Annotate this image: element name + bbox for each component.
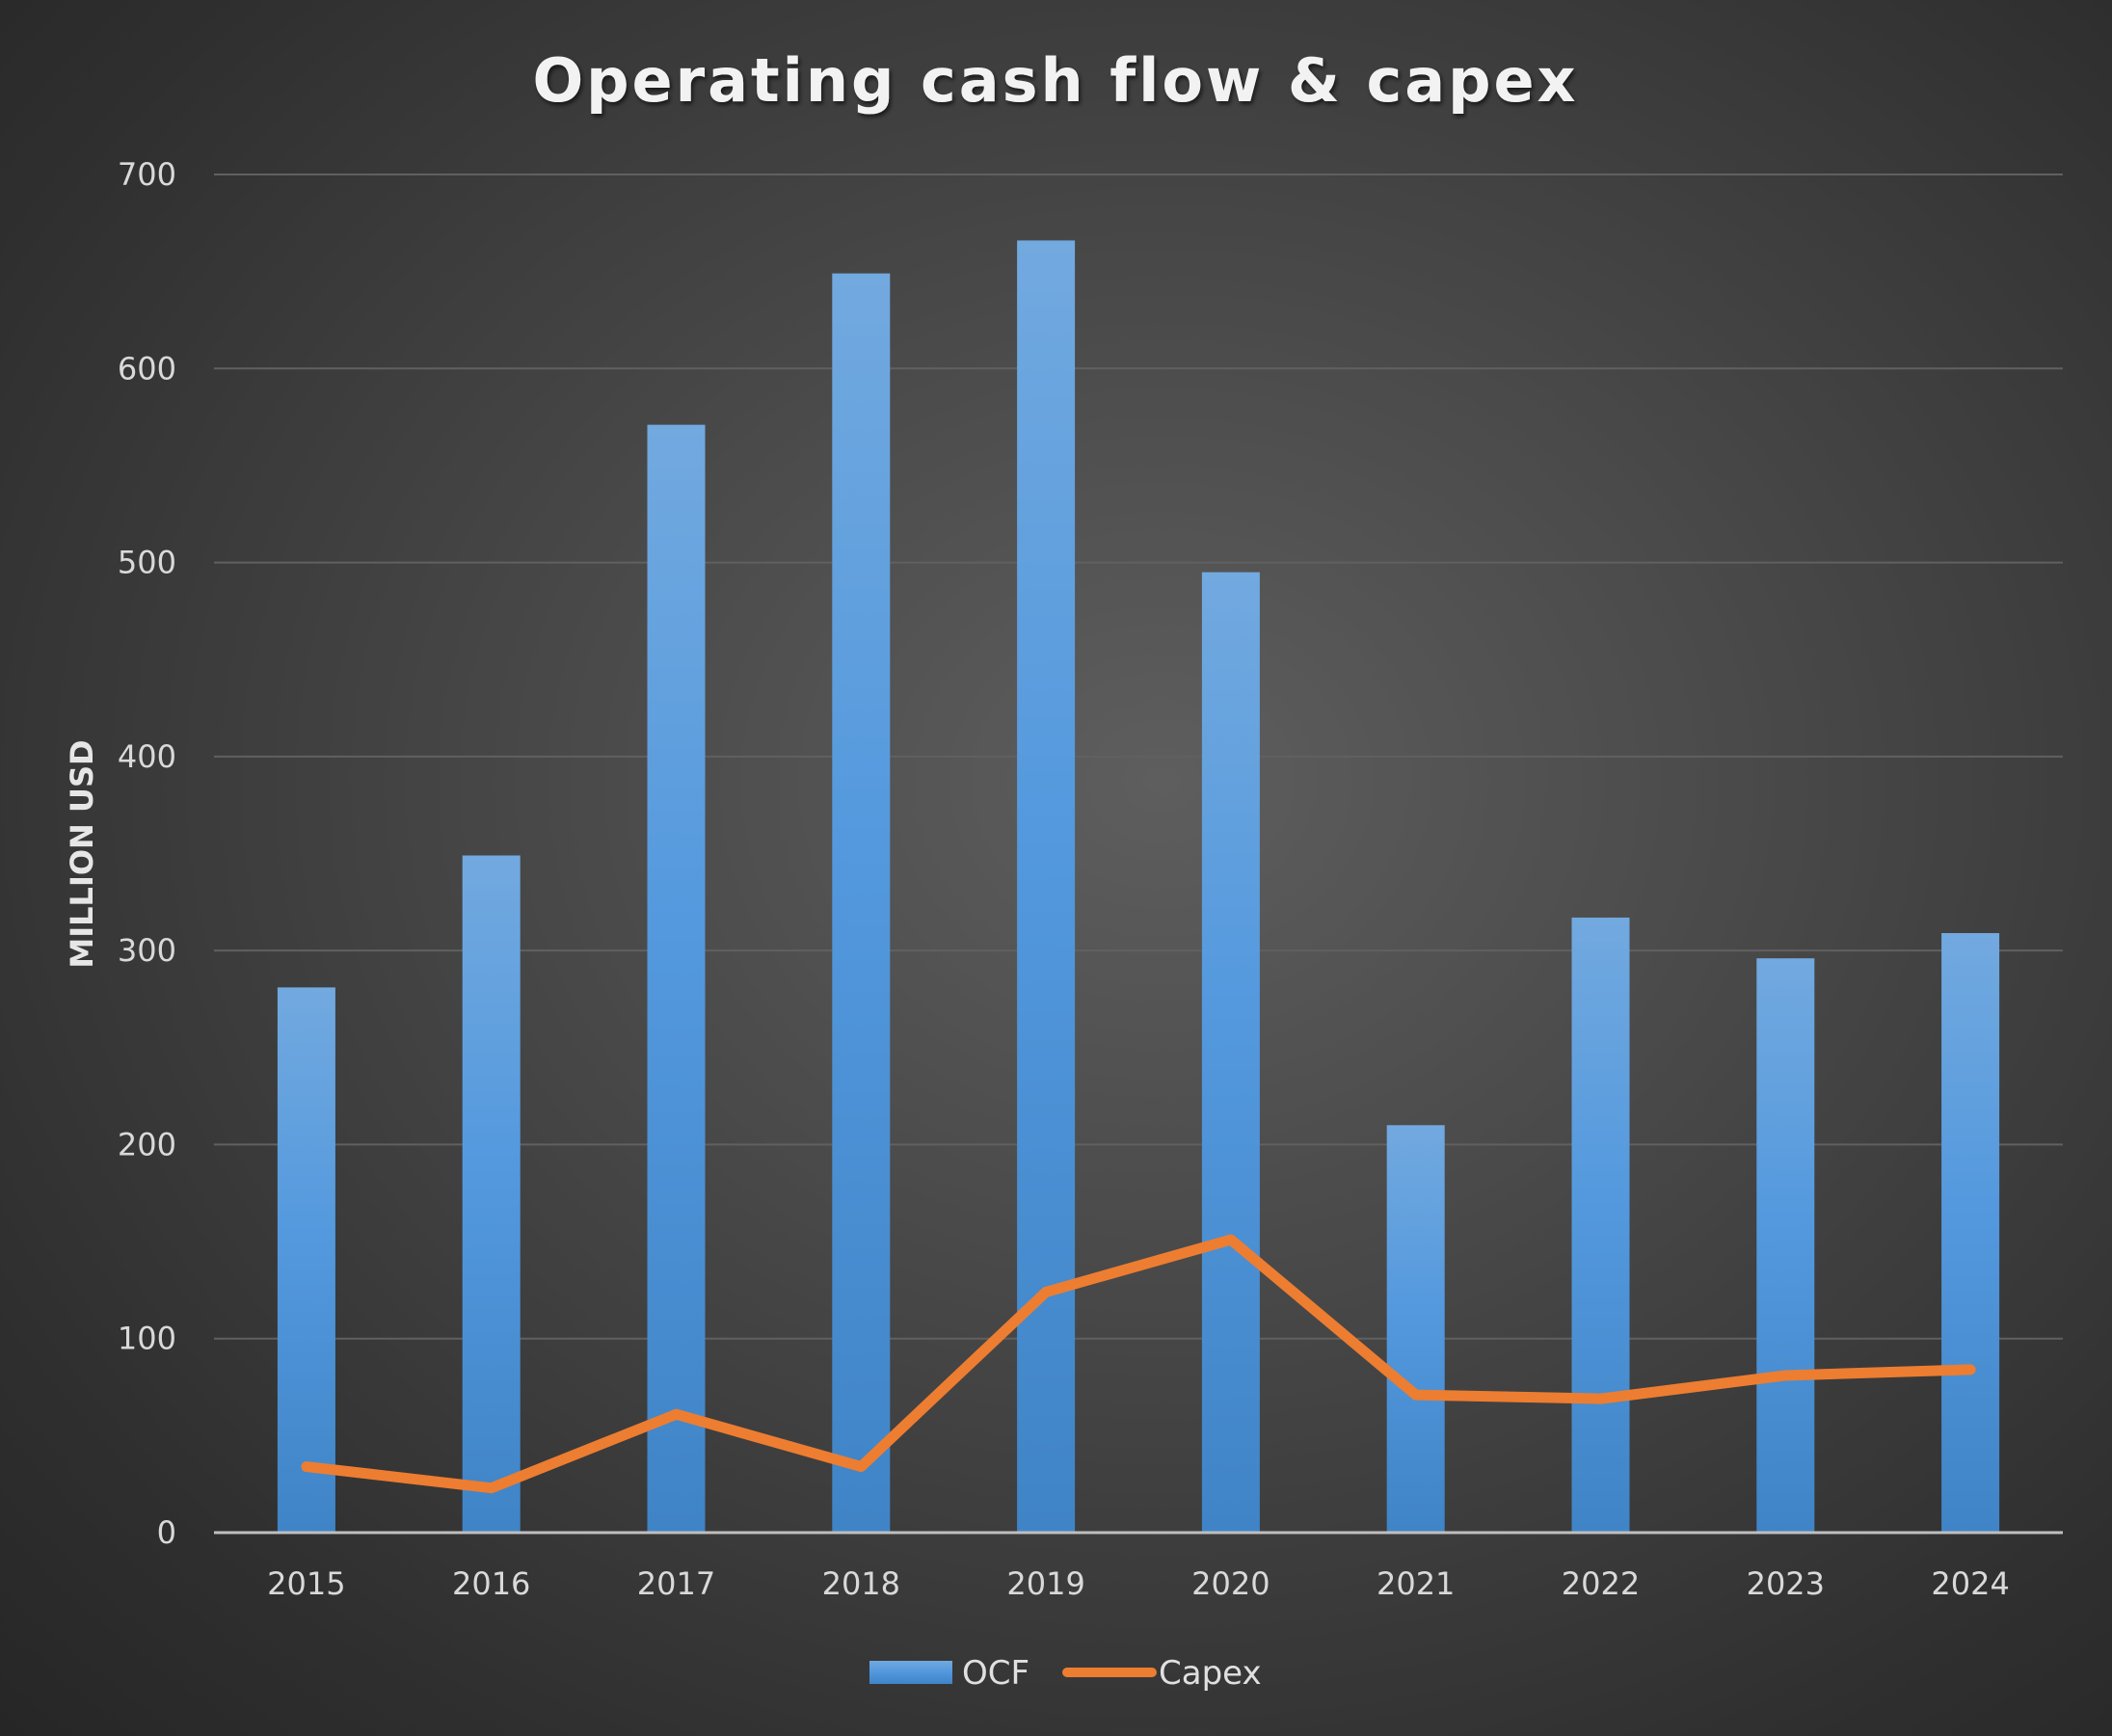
bar-ocf <box>832 273 891 1533</box>
gridlines <box>214 174 2063 1340</box>
x-tick-label: 2020 <box>1191 1565 1270 1602</box>
y-tick-label: 0 <box>157 1514 176 1551</box>
bar-ocf <box>1941 933 2000 1533</box>
bar-ocf <box>647 424 706 1533</box>
y-tick-label: 200 <box>118 1126 176 1162</box>
bar-ocf <box>277 987 335 1533</box>
x-tick-label: 2022 <box>1562 1565 1640 1602</box>
x-tick-label: 2018 <box>822 1565 900 1602</box>
x-axis-tick-labels: 2015 2016 2017 2018 2019 2020 2021 2022 2023 2024 <box>267 1565 2010 1602</box>
legend-label-ocf: OCF <box>962 1654 1029 1693</box>
x-tick-label: 2015 <box>267 1565 345 1602</box>
x-tick-label: 2016 <box>452 1565 530 1602</box>
line-capex <box>301 1234 1976 1494</box>
bar-ocf <box>1756 958 1815 1533</box>
capex-line-layer <box>301 1234 1976 1494</box>
x-tick-label: 2023 <box>1747 1565 1825 1602</box>
bar-ocf <box>1571 917 1630 1533</box>
y-tick-label: 500 <box>118 545 176 581</box>
y-tick-label: 600 <box>118 350 176 387</box>
bar-ocf <box>1386 1125 1445 1533</box>
x-tick-label: 2024 <box>1931 1565 2009 1602</box>
y-axis-title: MILLION USD <box>64 739 100 968</box>
legend: OCF Capex <box>869 1654 1262 1693</box>
x-tick-label: 2017 <box>637 1565 715 1602</box>
bar-ocf <box>462 855 521 1533</box>
legend-item-ocf: OCF <box>869 1654 1029 1693</box>
x-tick-label: 2021 <box>1377 1565 1455 1602</box>
y-tick-label: 700 <box>118 156 176 193</box>
legend-item-capex: Capex <box>1062 1654 1262 1693</box>
y-tick-label: 400 <box>118 738 176 775</box>
bar-ocf <box>1201 572 1260 1533</box>
y-tick-label: 100 <box>118 1321 176 1357</box>
chart-title: Operating cash flow & capex <box>532 45 1578 116</box>
y-axis-tick-labels: 0 100 200 300 400 500 600 700 <box>118 156 176 1551</box>
y-tick-label: 300 <box>118 932 176 969</box>
ocf-bars <box>277 240 2000 1534</box>
legend-swatch-ocf <box>869 1661 952 1684</box>
bar-ocf <box>1017 240 1076 1534</box>
x-tick-label: 2019 <box>1006 1565 1084 1602</box>
legend-label-capex: Capex <box>1159 1654 1262 1693</box>
